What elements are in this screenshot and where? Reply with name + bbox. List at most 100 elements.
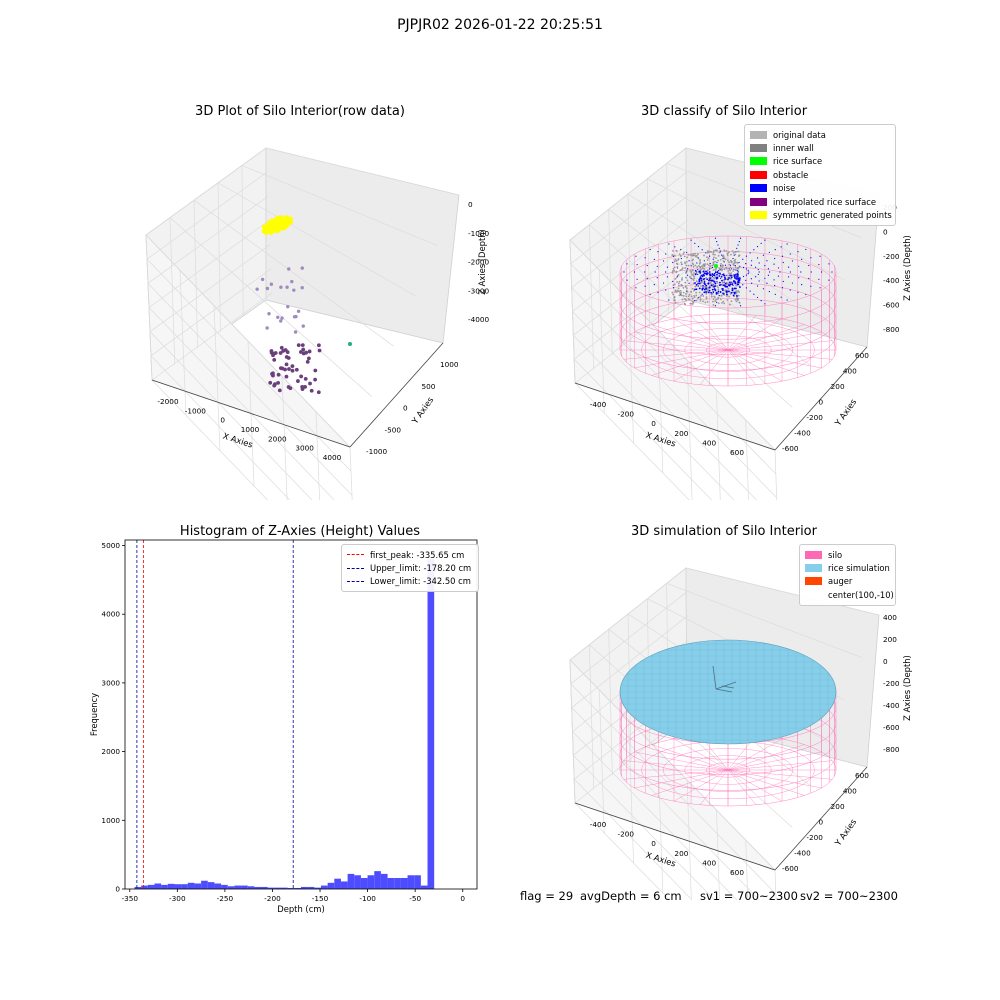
histogram-legend: first_peak: -335.65 cm Upper_limit: -178…: [341, 544, 479, 593]
data-point: [284, 362, 289, 367]
y-tick-label: -400: [794, 429, 811, 438]
data-point: [734, 266, 737, 269]
grid-line: [608, 629, 613, 776]
data-point: [728, 277, 730, 279]
grid-line: [241, 165, 438, 246]
grid-line: [241, 165, 244, 317]
data-point: [699, 298, 702, 300]
y-tick-label: -1000: [366, 447, 388, 456]
data-point: [711, 279, 714, 282]
grid-line: [349, 446, 353, 500]
data-point: [279, 285, 283, 289]
data-point: [290, 368, 295, 373]
data-point: [736, 295, 738, 297]
data-point: [279, 345, 284, 350]
data-point: [747, 273, 749, 275]
data-point: [635, 287, 637, 289]
data-point: [296, 379, 300, 383]
x-tick-label: 400: [702, 438, 716, 447]
data-point: [734, 281, 737, 283]
data-point: [690, 277, 692, 279]
data-point: [685, 292, 687, 295]
data-point: [691, 262, 694, 265]
data-point: [677, 258, 680, 260]
data-point: [760, 242, 762, 244]
legend-entry-center: center(100,-10): [828, 589, 894, 600]
data-point: [710, 284, 713, 287]
histogram-bar: [374, 871, 381, 889]
x-tick-label: -1000: [185, 406, 207, 415]
data-point: [697, 264, 700, 267]
data-point: [694, 242, 696, 244]
data-point: [724, 278, 727, 281]
data-point: [308, 381, 312, 386]
x-tick-label: 200: [674, 849, 688, 858]
data-point: [735, 275, 738, 278]
data-point: [742, 284, 744, 286]
data-point: [654, 271, 656, 273]
data-point: [712, 276, 715, 279]
data-point: [757, 268, 759, 271]
data-point: [681, 268, 683, 271]
data-point: [766, 282, 768, 284]
data-point: [728, 261, 730, 264]
data-point: [725, 293, 728, 296]
data-point: [716, 281, 719, 284]
z-tick-label: -2000: [468, 258, 490, 267]
data-point: [676, 263, 679, 266]
data-point: [739, 305, 742, 307]
z-tick-label: -200: [883, 252, 900, 261]
x-tick-label: 3000: [295, 444, 314, 453]
data-point: [730, 291, 733, 294]
data-point: [715, 249, 718, 252]
data-point: [671, 271, 674, 274]
data-point: [707, 269, 709, 272]
outlier-point: [348, 342, 352, 346]
data-point: [685, 276, 687, 279]
data-point: [697, 282, 699, 285]
data-point: [653, 284, 655, 286]
silo-floor-spoke: [727, 324, 805, 351]
silo-floor-spoke: [727, 349, 757, 385]
data-point: [797, 251, 799, 253]
raw-plot-title: 3D Plot of Silo Interior(row data): [195, 104, 405, 119]
data-point: [731, 287, 734, 290]
data-point: [731, 250, 734, 253]
data-point: [674, 290, 677, 293]
y-tick-label: 400: [843, 367, 857, 376]
data-point: [693, 277, 696, 280]
data-point: [693, 272, 695, 275]
data-point: [681, 298, 684, 301]
data-point: [728, 290, 730, 293]
x-tick-label: -350: [121, 894, 138, 903]
raw-axes-box: [145, 147, 460, 500]
data-point: [681, 279, 683, 281]
data-point: [705, 270, 707, 273]
data-point: [724, 274, 727, 277]
data-point: [695, 294, 698, 297]
data-point: [721, 302, 723, 304]
data-point: [703, 265, 706, 268]
data-point: [684, 272, 687, 274]
silo-floor-spoke: [727, 769, 805, 796]
grid-line: [647, 178, 845, 281]
data-point: [675, 270, 678, 273]
data-point: [717, 296, 720, 299]
data-point: [666, 266, 669, 268]
data-point: [680, 283, 683, 286]
data-point: [736, 283, 739, 286]
legend-entry-lower-limit: Lower_limit: -342.50 cm: [347, 575, 473, 588]
data-point: [675, 249, 678, 252]
data-point: [831, 271, 833, 273]
data-point: [714, 237, 717, 239]
x-axis-line: [574, 382, 776, 451]
data-point: [301, 324, 305, 328]
data-point: [715, 292, 718, 295]
data-point: [779, 271, 781, 273]
data-point: [694, 273, 697, 276]
data-point: [758, 280, 760, 282]
data-point: [764, 303, 766, 305]
data-point: [677, 282, 680, 285]
data-point: [786, 243, 788, 245]
silo-floor-spoke: [634, 331, 729, 351]
